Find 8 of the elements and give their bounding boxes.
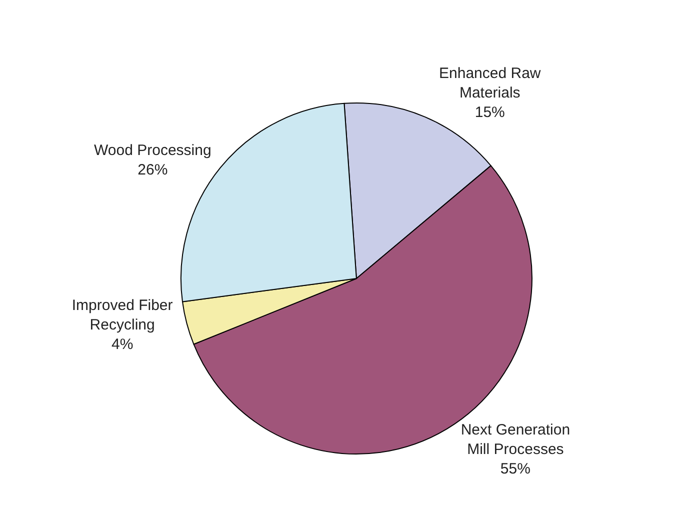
slice-label: Next Generation Mill Processes bbox=[460, 422, 570, 458]
data-label: 55% bbox=[500, 460, 530, 478]
data-label: 26% bbox=[138, 162, 168, 179]
slice-label: Enhanced Raw Materials bbox=[439, 65, 541, 102]
data-label: 4% bbox=[111, 336, 134, 354]
data-label: 15% bbox=[474, 104, 505, 122]
slice-label: Wood Processing bbox=[94, 142, 212, 160]
slice-label: Improved Fiber Recycling bbox=[72, 297, 173, 334]
